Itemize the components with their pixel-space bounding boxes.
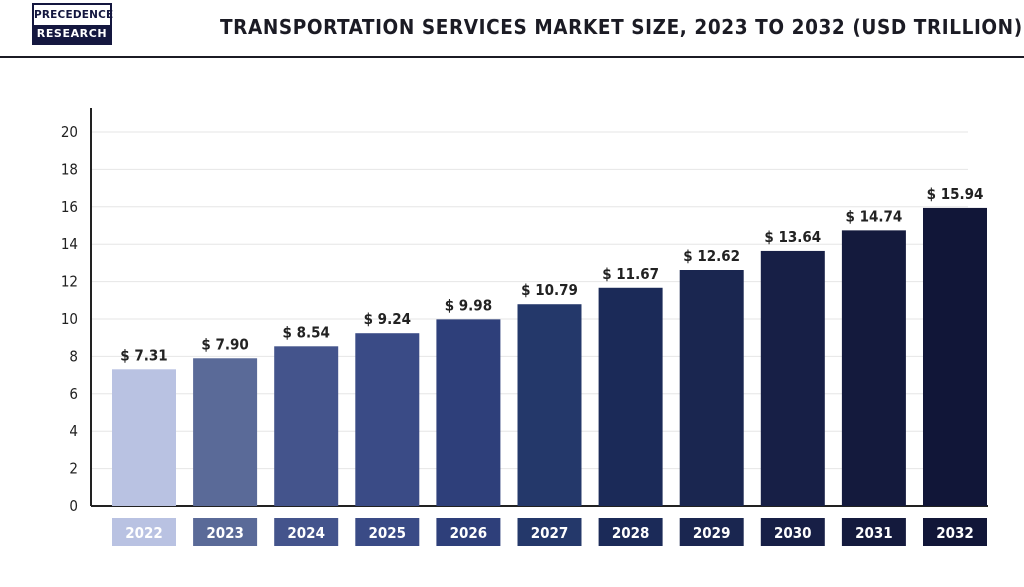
bar [679, 270, 744, 506]
data-label: $ 15.94 [927, 185, 984, 203]
category-box [841, 518, 906, 546]
data-label: $ 10.79 [521, 281, 578, 299]
bar [598, 287, 663, 506]
data-label: $ 14.74 [846, 207, 903, 225]
y-tick-label: 8 [69, 347, 78, 365]
data-label: $ 7.90 [201, 335, 248, 353]
bar [355, 333, 420, 506]
x-tick-label: 2031 [855, 524, 893, 542]
y-tick-label: 18 [61, 160, 78, 178]
data-label: $ 9.24 [364, 310, 411, 328]
y-tick-label: 6 [69, 385, 78, 403]
y-tick-label: 10 [61, 310, 78, 328]
logo-line-1: PRECEDENCE [34, 9, 114, 21]
category-box [923, 518, 987, 546]
y-tick-label: 14 [61, 235, 78, 253]
category-box [760, 518, 825, 546]
chart-title: TRANSPORTATION SERVICES MARKET SIZE, 202… [220, 15, 1023, 39]
precedence-research-logo: PRECEDENCE RESEARCH [32, 3, 114, 45]
data-label: $ 8.54 [283, 323, 330, 341]
category-box [193, 518, 258, 546]
data-label: $ 7.31 [120, 346, 167, 364]
category-box [274, 518, 339, 546]
x-tick-label: 2028 [612, 524, 650, 542]
data-label: $ 12.62 [683, 247, 740, 265]
data-label: $ 9.98 [445, 296, 492, 314]
x-tick-label: 2022 [125, 524, 163, 542]
bar [436, 319, 501, 506]
category-box [598, 518, 663, 546]
x-tick-label: 2030 [774, 524, 812, 542]
x-tick-label: 2023 [206, 524, 244, 542]
category-box [355, 518, 420, 546]
y-tick-label: 16 [61, 198, 78, 216]
y-tick-label: 20 [61, 123, 78, 141]
x-tick-label: 2026 [450, 524, 488, 542]
logo-line-2: RESEARCH [34, 25, 110, 43]
category-box [517, 518, 582, 546]
bar [517, 304, 582, 506]
y-tick-label: 2 [69, 460, 78, 478]
x-tick-label: 2029 [693, 524, 731, 542]
bar [923, 207, 987, 506]
x-tick-label: 2025 [369, 524, 407, 542]
x-tick-label: 2027 [531, 524, 569, 542]
y-tick-label: 12 [61, 273, 78, 291]
y-tick-label: 0 [69, 497, 78, 515]
category-box [679, 518, 744, 546]
bar [193, 358, 258, 506]
data-label: $ 13.64 [764, 228, 821, 246]
category-box [112, 518, 176, 546]
y-tick-label: 4 [69, 422, 78, 440]
category-box [436, 518, 501, 546]
bar [274, 346, 339, 506]
x-tick-label: 2024 [287, 524, 325, 542]
x-tick-label: 2032 [936, 524, 974, 542]
bar [760, 250, 825, 506]
data-label: $ 11.67 [602, 265, 659, 283]
header-bar: PRECEDENCE RESEARCH TRANSPORTATION SERVI… [0, 0, 1024, 58]
bar [112, 369, 176, 506]
bar [841, 230, 906, 506]
